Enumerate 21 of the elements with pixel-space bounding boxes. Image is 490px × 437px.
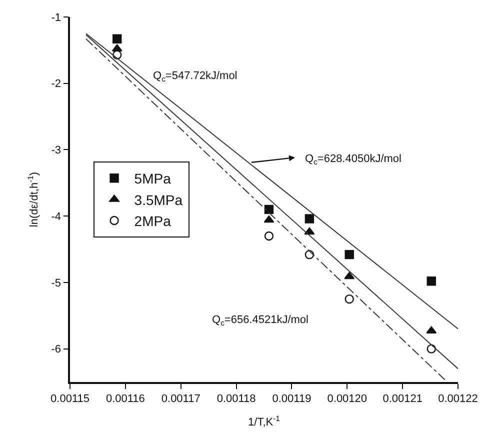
- legend-label: 2MPa: [134, 212, 172, 229]
- y-tick-label: -6: [51, 344, 62, 356]
- legend-label: 5MPa: [134, 170, 172, 187]
- annotation: Q$_{c}$=628.4050kJ/mol: [305, 153, 402, 166]
- x-axis-title: 1/T,K$^{-1}$: [248, 414, 280, 428]
- x-tick-label: 0.00115: [50, 392, 90, 405]
- x-tick-label: 0.00119: [272, 392, 312, 405]
- annotation: Q$_{c}$=656.4521kJ/mol: [212, 314, 308, 328]
- y-tick-label: -5: [51, 277, 62, 290]
- x-tick-label: 0.00121: [382, 392, 422, 405]
- x-tick-label: 0.00118: [216, 392, 256, 405]
- x-tick-label: 0.00120: [327, 392, 368, 405]
- legend-label: 3.5MPa: [134, 192, 183, 208]
- y-tick-label: -2: [51, 78, 62, 90]
- x-tick-label: 0.00116: [106, 392, 145, 405]
- y-tick-label: -3: [51, 144, 62, 157]
- y-tick-label: -1: [51, 12, 62, 24]
- y-tick-label: -4: [51, 210, 62, 223]
- annotation: Q$_{c}$=547.72kJ/mol: [153, 70, 238, 84]
- x-tick-label: 0.00122: [438, 392, 478, 405]
- x-tick-label: 0.00117: [161, 392, 200, 405]
